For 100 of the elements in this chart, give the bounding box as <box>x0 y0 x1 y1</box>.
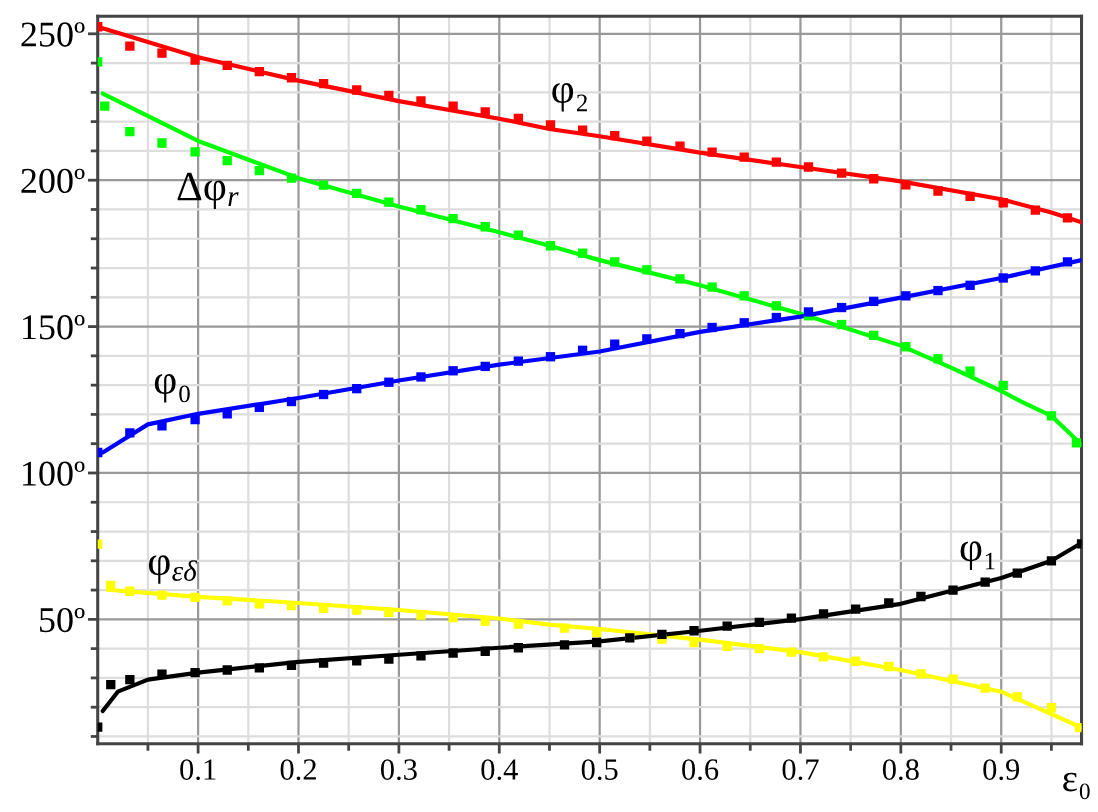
point <box>157 590 167 600</box>
point <box>1062 257 1073 267</box>
point <box>869 174 879 184</box>
point <box>642 136 652 146</box>
point <box>190 592 200 603</box>
point <box>689 637 699 648</box>
point <box>771 301 782 311</box>
point <box>448 366 458 376</box>
point <box>125 126 135 137</box>
point <box>157 48 167 58</box>
point <box>675 274 685 284</box>
point <box>836 302 847 313</box>
point <box>222 409 232 419</box>
point <box>754 643 764 654</box>
point <box>786 647 797 657</box>
x-tick-label: 0.4 <box>481 759 518 781</box>
point <box>948 674 958 684</box>
y-tick-label: 150º <box>23 315 85 340</box>
point <box>545 352 556 362</box>
point <box>722 621 732 631</box>
point <box>818 652 829 662</box>
point <box>591 637 602 648</box>
point <box>384 377 394 387</box>
point <box>254 165 265 176</box>
point <box>965 366 975 376</box>
point <box>998 273 1008 283</box>
point <box>480 222 490 232</box>
point <box>1046 411 1057 421</box>
point <box>771 312 782 323</box>
point <box>689 626 699 636</box>
point <box>254 66 265 77</box>
point <box>610 339 620 349</box>
point <box>998 380 1008 391</box>
point <box>545 241 556 251</box>
point <box>480 646 490 656</box>
point <box>222 60 232 71</box>
point <box>818 609 829 619</box>
point <box>222 155 232 166</box>
point <box>933 354 943 364</box>
point <box>286 73 297 83</box>
point <box>803 307 814 317</box>
point <box>1030 266 1041 276</box>
point <box>657 629 667 639</box>
annotation: Δφ$_{r}$ <box>177 172 239 210</box>
point <box>157 138 167 148</box>
point <box>222 596 232 606</box>
point <box>125 675 135 685</box>
point <box>901 291 911 301</box>
point <box>851 656 861 666</box>
point <box>222 665 232 675</box>
point <box>884 598 894 608</box>
point <box>610 131 620 141</box>
point <box>675 141 685 151</box>
point <box>416 205 426 215</box>
point <box>448 101 458 111</box>
annotation: φ₀ <box>154 374 190 403</box>
point <box>318 78 329 89</box>
point <box>998 198 1008 208</box>
point <box>286 660 297 670</box>
point <box>707 147 717 157</box>
point <box>1030 205 1041 215</box>
point <box>869 330 879 341</box>
point <box>286 396 297 407</box>
point <box>739 318 749 328</box>
point <box>416 651 426 661</box>
point <box>980 683 990 693</box>
point <box>836 319 847 330</box>
point <box>739 291 749 301</box>
point <box>254 402 265 413</box>
point <box>448 648 458 658</box>
point <box>190 415 200 425</box>
point <box>642 334 652 344</box>
point <box>965 280 975 290</box>
point <box>352 85 362 95</box>
point <box>416 372 426 382</box>
x-tick-label: 0.2 <box>280 759 316 781</box>
point <box>884 661 894 672</box>
x-tick-label: 0.1 <box>180 759 216 781</box>
point <box>318 658 329 668</box>
point <box>559 623 570 633</box>
x-axis-title: ε₀ <box>1063 772 1090 800</box>
point <box>933 285 943 296</box>
point <box>1046 556 1057 566</box>
point <box>254 663 265 673</box>
point <box>836 168 847 178</box>
y-tick-label: 50º <box>40 607 85 633</box>
point <box>901 180 911 190</box>
y-tick-label: 100º <box>23 461 85 486</box>
point <box>190 147 200 157</box>
point <box>916 591 926 602</box>
point <box>1071 438 1082 448</box>
point <box>1012 568 1022 578</box>
point <box>559 640 570 650</box>
point <box>642 265 652 275</box>
point <box>739 152 749 162</box>
point <box>1046 703 1057 713</box>
y-tick-label: 200º <box>21 168 85 194</box>
point <box>1012 692 1022 702</box>
point <box>513 619 524 629</box>
point <box>1062 213 1073 223</box>
